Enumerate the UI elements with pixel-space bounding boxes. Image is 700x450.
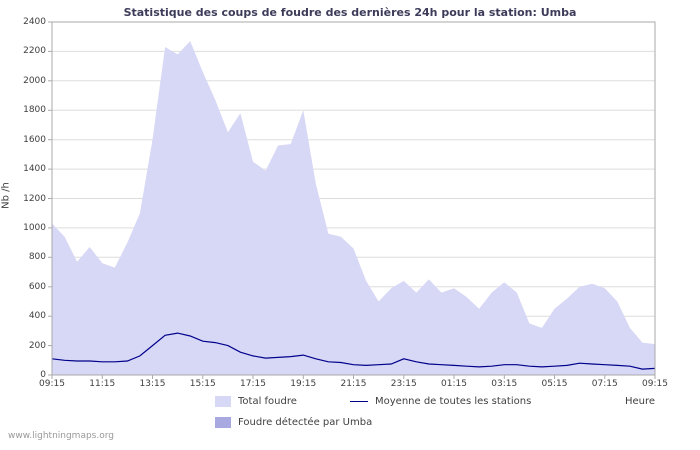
x-tick-label: 09:15 [642,379,668,389]
x-tick-label: 09:15 [39,379,65,389]
legend-label-total: Total foudre [238,396,297,407]
legend-item-umba: Foudre détectée par Umba [215,417,372,428]
moyenne-line-swatch-icon [350,401,368,402]
x-tick-label: 21:15 [340,379,367,389]
y-tick-label: 0 [40,370,46,380]
total-foudre-swatch-icon [215,396,231,407]
x-tick-label: 01:15 [441,379,467,389]
y-tick-label: 200 [28,340,46,351]
x-tick-label: 07:15 [591,379,618,389]
y-tick-label: 1000 [23,222,46,233]
legend-label-moyenne: Moyenne de toutes les stations [375,396,532,407]
x-tick-label: 05:15 [541,379,568,389]
y-tick-label: 1600 [23,134,46,145]
y-tick-label: 600 [28,281,46,292]
x-tick-label: 19:15 [290,379,317,389]
y-axis-labels: 0 200 400 600 800 1000 1200 1400 1600 1800 2000 220… [0,0,46,450]
x-tick-label: 13:15 [139,379,166,389]
y-tick-label: 2200 [23,46,46,57]
y-tick-label: 1200 [23,193,46,204]
chart-title: Statistique des coups de foudre des dern… [123,6,577,19]
plot-area [48,21,656,379]
y-tick-label: 2000 [23,75,46,86]
watermark: www.lightningmaps.org [8,431,114,441]
y-tick-label: 2400 [23,17,46,27]
legend-item-total: Total foudre [215,396,297,407]
y-tick-label: 1400 [23,164,46,175]
y-tick-label: 400 [28,311,46,322]
x-tick-label: 03:15 [491,379,518,389]
y-tick-label: 1800 [23,105,46,116]
area-series [52,41,655,375]
legend-item-moyenne: Moyenne de toutes les stations [350,396,531,407]
x-tick-label: 11:15 [89,379,116,389]
x-tick-label: 23:15 [390,379,417,389]
umba-swatch-icon [215,417,231,428]
x-tick-label: 15:15 [189,379,216,389]
line-series [51,332,656,370]
y-tick-label: 800 [28,252,46,263]
x-axis-title: Heure [624,396,655,407]
x-tick-label: 17:15 [240,379,266,389]
plot-svg [48,21,656,379]
legend-label-umba: Foudre détectée par Umba [238,417,373,428]
